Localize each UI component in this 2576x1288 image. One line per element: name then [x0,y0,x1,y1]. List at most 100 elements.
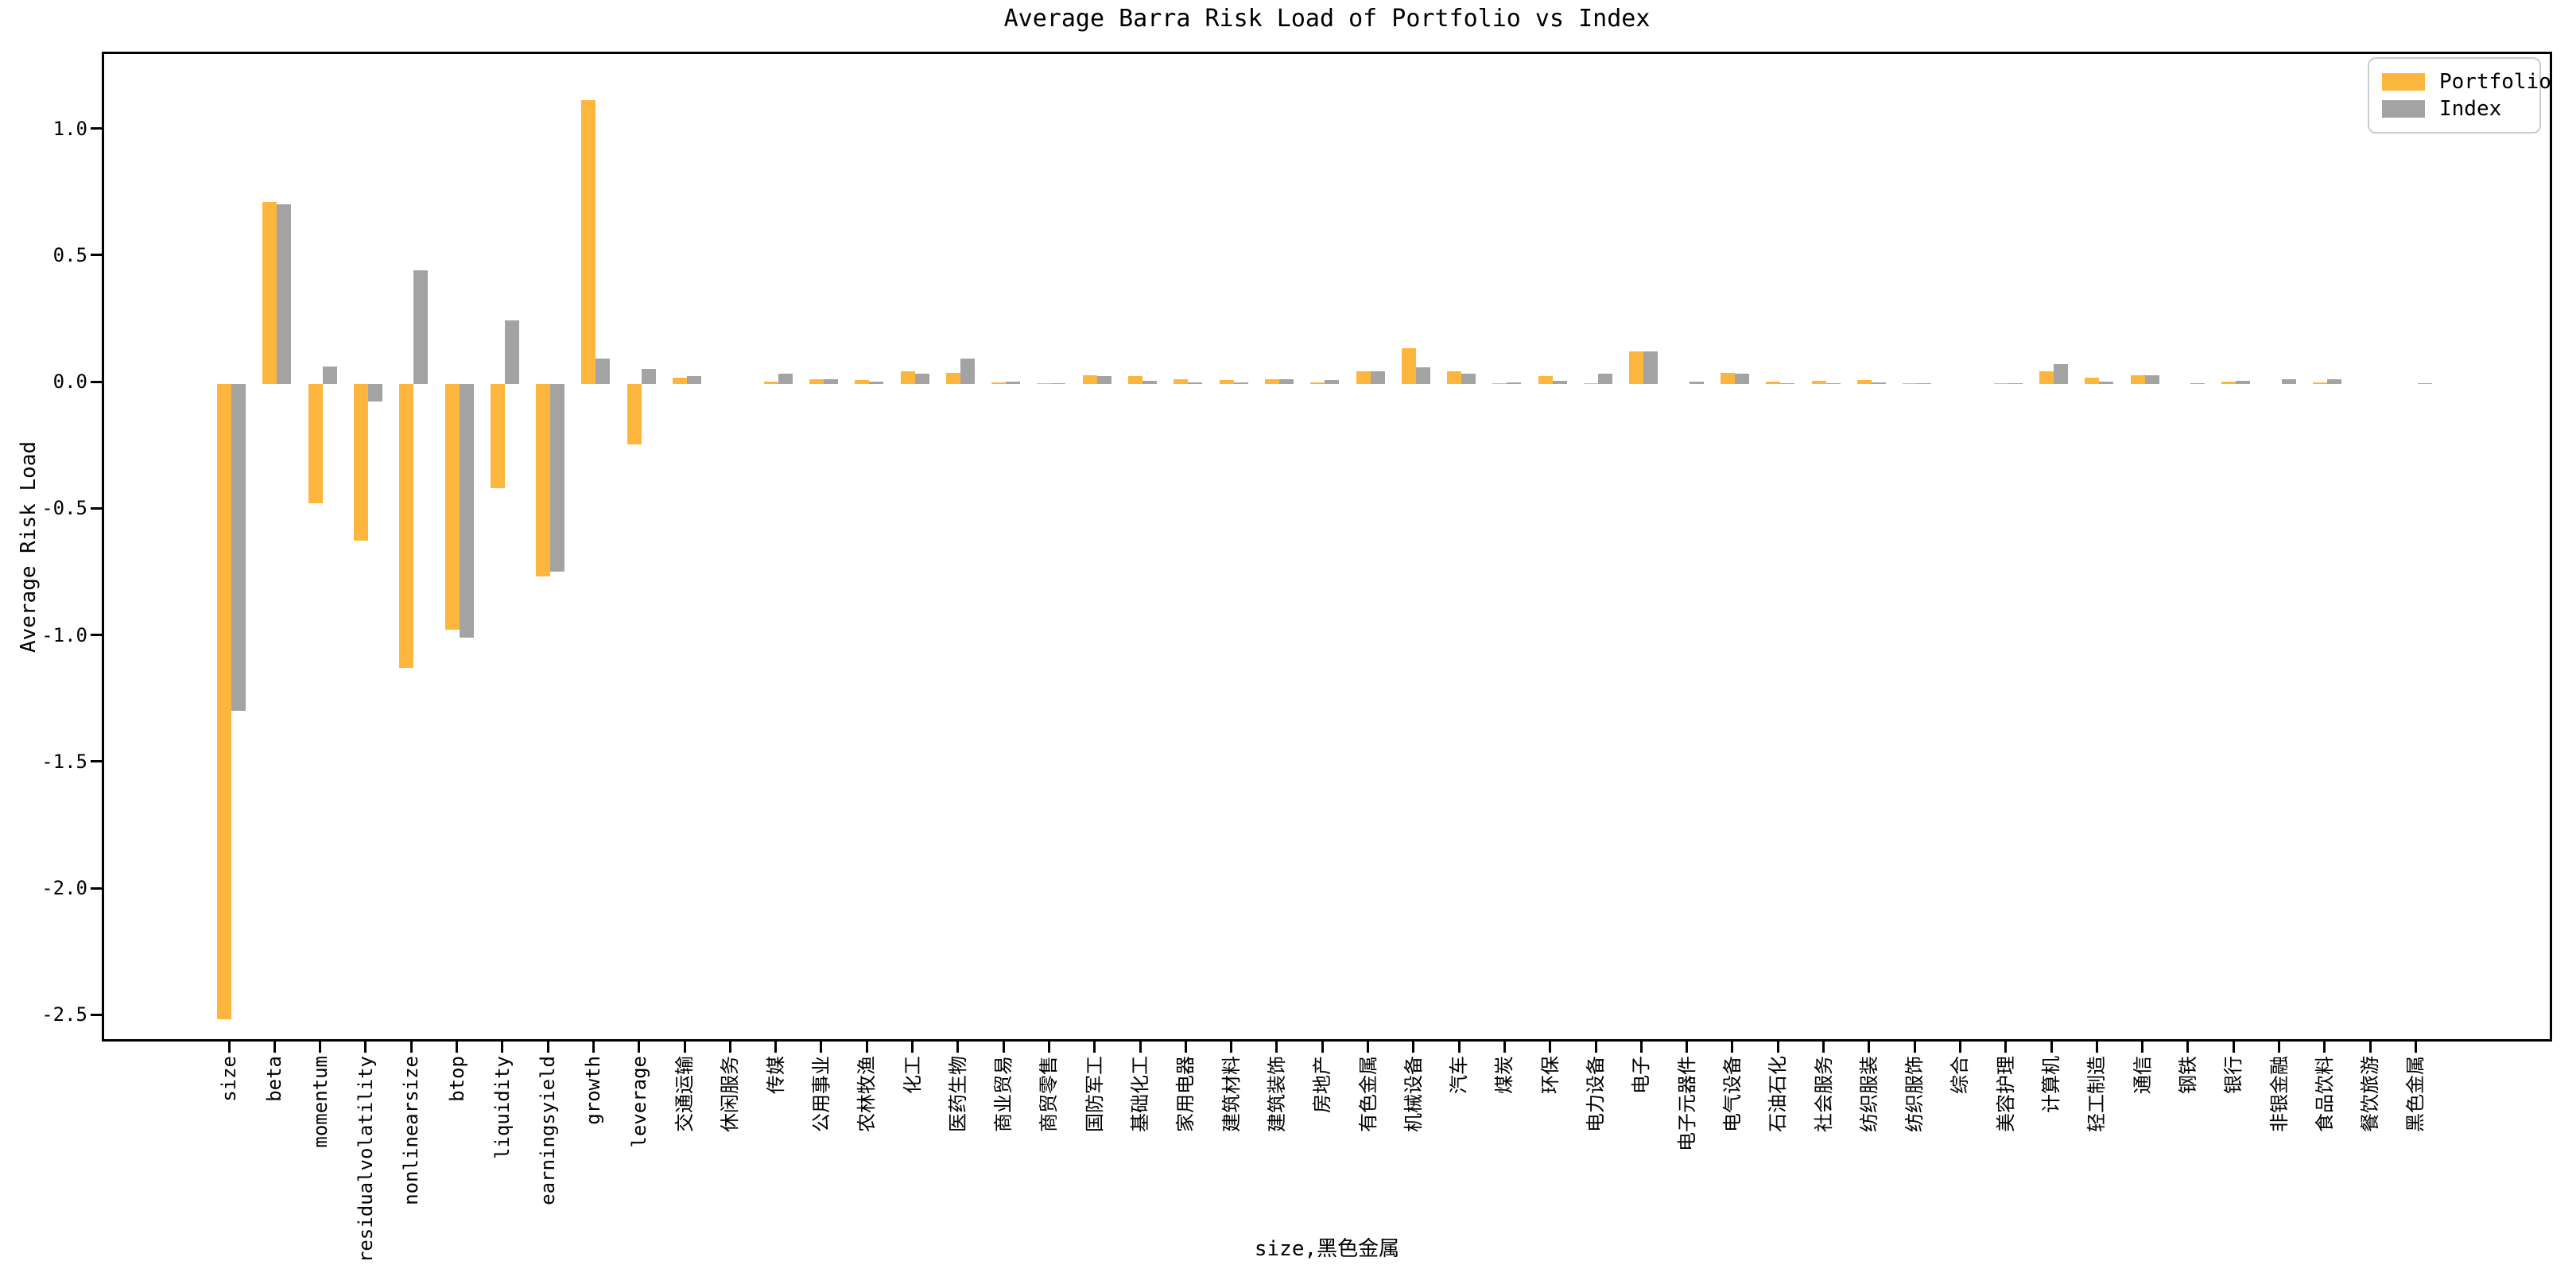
x-tick-mark [1549,1042,1552,1053]
x-tick-mark [911,1042,914,1053]
bar-portfolio-房地产 [1310,382,1325,384]
x-tick-label: nonlinearsize [400,1056,423,1205]
bar-portfolio-煤炭 [1492,383,1507,385]
bar-portfolio-计算机 [2039,371,2054,384]
x-tick-mark [1503,1042,1506,1053]
x-tick-label: 商业贸易 [992,1056,1015,1132]
bar-index-growth [596,359,611,384]
legend-label-index: Index [2439,97,2502,121]
x-tick-label: 机械设备 [1402,1056,1425,1132]
y-tick-label: 0.0 [52,370,87,393]
x-tick-label: 建筑装饰 [1265,1056,1288,1132]
x-tick-label: 轻工制造 [2085,1056,2109,1132]
x-tick-label: 医药生物 [946,1056,969,1132]
y-tick-mark [91,506,102,510]
x-tick-mark [2278,1042,2280,1053]
bar-portfolio-size [217,384,231,1020]
bar-index-机械设备 [1415,367,1430,384]
bar-index-美容护理 [2008,382,2023,384]
bar-index-momentum [322,366,337,384]
x-tick-mark [728,1042,731,1053]
bar-portfolio-商业贸易 [991,382,1007,384]
bar-index-通信 [2144,375,2159,384]
x-tick-label: 社会服务 [1812,1056,1835,1132]
bar-index-房地产 [1325,379,1340,384]
x-tick-mark [319,1042,322,1053]
bar-portfolio-社会服务 [1811,381,1826,384]
bar-index-residualvolatility [367,384,382,402]
y-tick-mark [91,254,102,257]
x-tick-mark [456,1042,458,1053]
bar-index-纺织服饰 [1917,383,1932,385]
x-tick-label: 国防军工 [1083,1056,1106,1132]
x-tick-mark [2141,1042,2144,1053]
bar-index-社会服务 [1825,383,1841,385]
x-tick-label: liquidity [491,1056,514,1160]
x-tick-mark [2368,1042,2372,1053]
x-tick-mark [1139,1042,1142,1053]
x-tick-mark [1594,1042,1597,1053]
bar-portfolio-growth [581,100,596,384]
x-tick-label: 建筑材料 [1220,1056,1243,1132]
legend-item-portfolio: Portfolio [2382,68,2551,95]
bar-portfolio-nonlinearsize [399,384,414,668]
x-tick-mark [638,1042,641,1053]
y-axis-label: Average Risk Load [17,440,41,654]
x-tick-mark [2004,1042,2008,1053]
bar-portfolio-电气设备 [1720,372,1735,384]
x-tick-label: 通信 [2131,1056,2154,1094]
bar-portfolio-石油石化 [1766,382,1781,384]
bar-index-银行 [2236,380,2251,384]
bar-index-建筑装饰 [1278,379,1294,384]
x-tick-mark [1230,1042,1233,1053]
x-tick-mark [2232,1042,2235,1053]
bar-index-医药生物 [960,359,975,384]
x-tick-label: growth [582,1056,605,1125]
bar-portfolio-家用电器 [1174,379,1189,384]
bar-index-非银金融 [2281,379,2296,384]
x-tick-label: 美容护理 [1994,1056,2017,1132]
bar-index-电力设备 [1598,374,1612,384]
bar-index-传媒 [778,374,793,384]
bar-portfolio-btop [444,384,460,630]
x-tick-mark [1321,1042,1324,1053]
bar-index-有色金属 [1370,371,1385,384]
x-tick-label: 农林牧渔 [855,1056,879,1132]
bar-index-纺织服装 [1871,382,1886,384]
index-swatch-icon [2382,100,2425,118]
bar-portfolio-liquidity [490,384,505,488]
x-tick-mark [1367,1042,1369,1053]
x-tick-label: 纺织服饰 [1903,1056,1926,1132]
x-tick-mark [2186,1042,2190,1053]
bar-index-基础化工 [1143,380,1157,384]
x-tick-mark [227,1042,231,1053]
x-tick-label: 石油石化 [1767,1056,1790,1132]
x-tick-label: btop [445,1056,468,1102]
bar-index-beta [277,204,292,384]
x-tick-mark [1093,1042,1096,1053]
y-tick-label: -0.5 [41,497,87,520]
x-tick-label: 基础化工 [1129,1056,1151,1132]
bar-index-国防军工 [1096,376,1111,384]
bar-portfolio-农林牧渔 [855,380,870,384]
bar-portfolio-beta [262,201,277,384]
x-tick-label: 纺织服装 [1857,1056,1880,1132]
x-tick-mark [1913,1042,1916,1053]
y-tick-label: 1.0 [52,117,87,140]
bar-index-食品饮料 [2326,378,2341,384]
x-tick-label: earningsyield [537,1056,560,1205]
x-tick-label: 电子 [1630,1056,1653,1094]
chart-title: Average Barra Risk Load of Portfolio vs … [1003,5,1651,33]
plot-area [102,52,2552,1042]
x-tick-mark [1822,1042,1825,1053]
bar-portfolio-国防军工 [1082,374,1097,384]
x-tick-label: 传媒 [764,1056,787,1094]
x-tick-mark [1686,1042,1689,1053]
x-tick-label: 非银金融 [2268,1056,2291,1132]
bar-portfolio-earningsyield [536,384,551,577]
y-tick-label: -2.0 [41,877,87,899]
x-tick-label: 交通运输 [673,1056,696,1132]
bar-portfolio-建筑材料 [1219,379,1234,384]
x-tick-mark [774,1042,778,1053]
x-tick-mark [592,1042,595,1053]
